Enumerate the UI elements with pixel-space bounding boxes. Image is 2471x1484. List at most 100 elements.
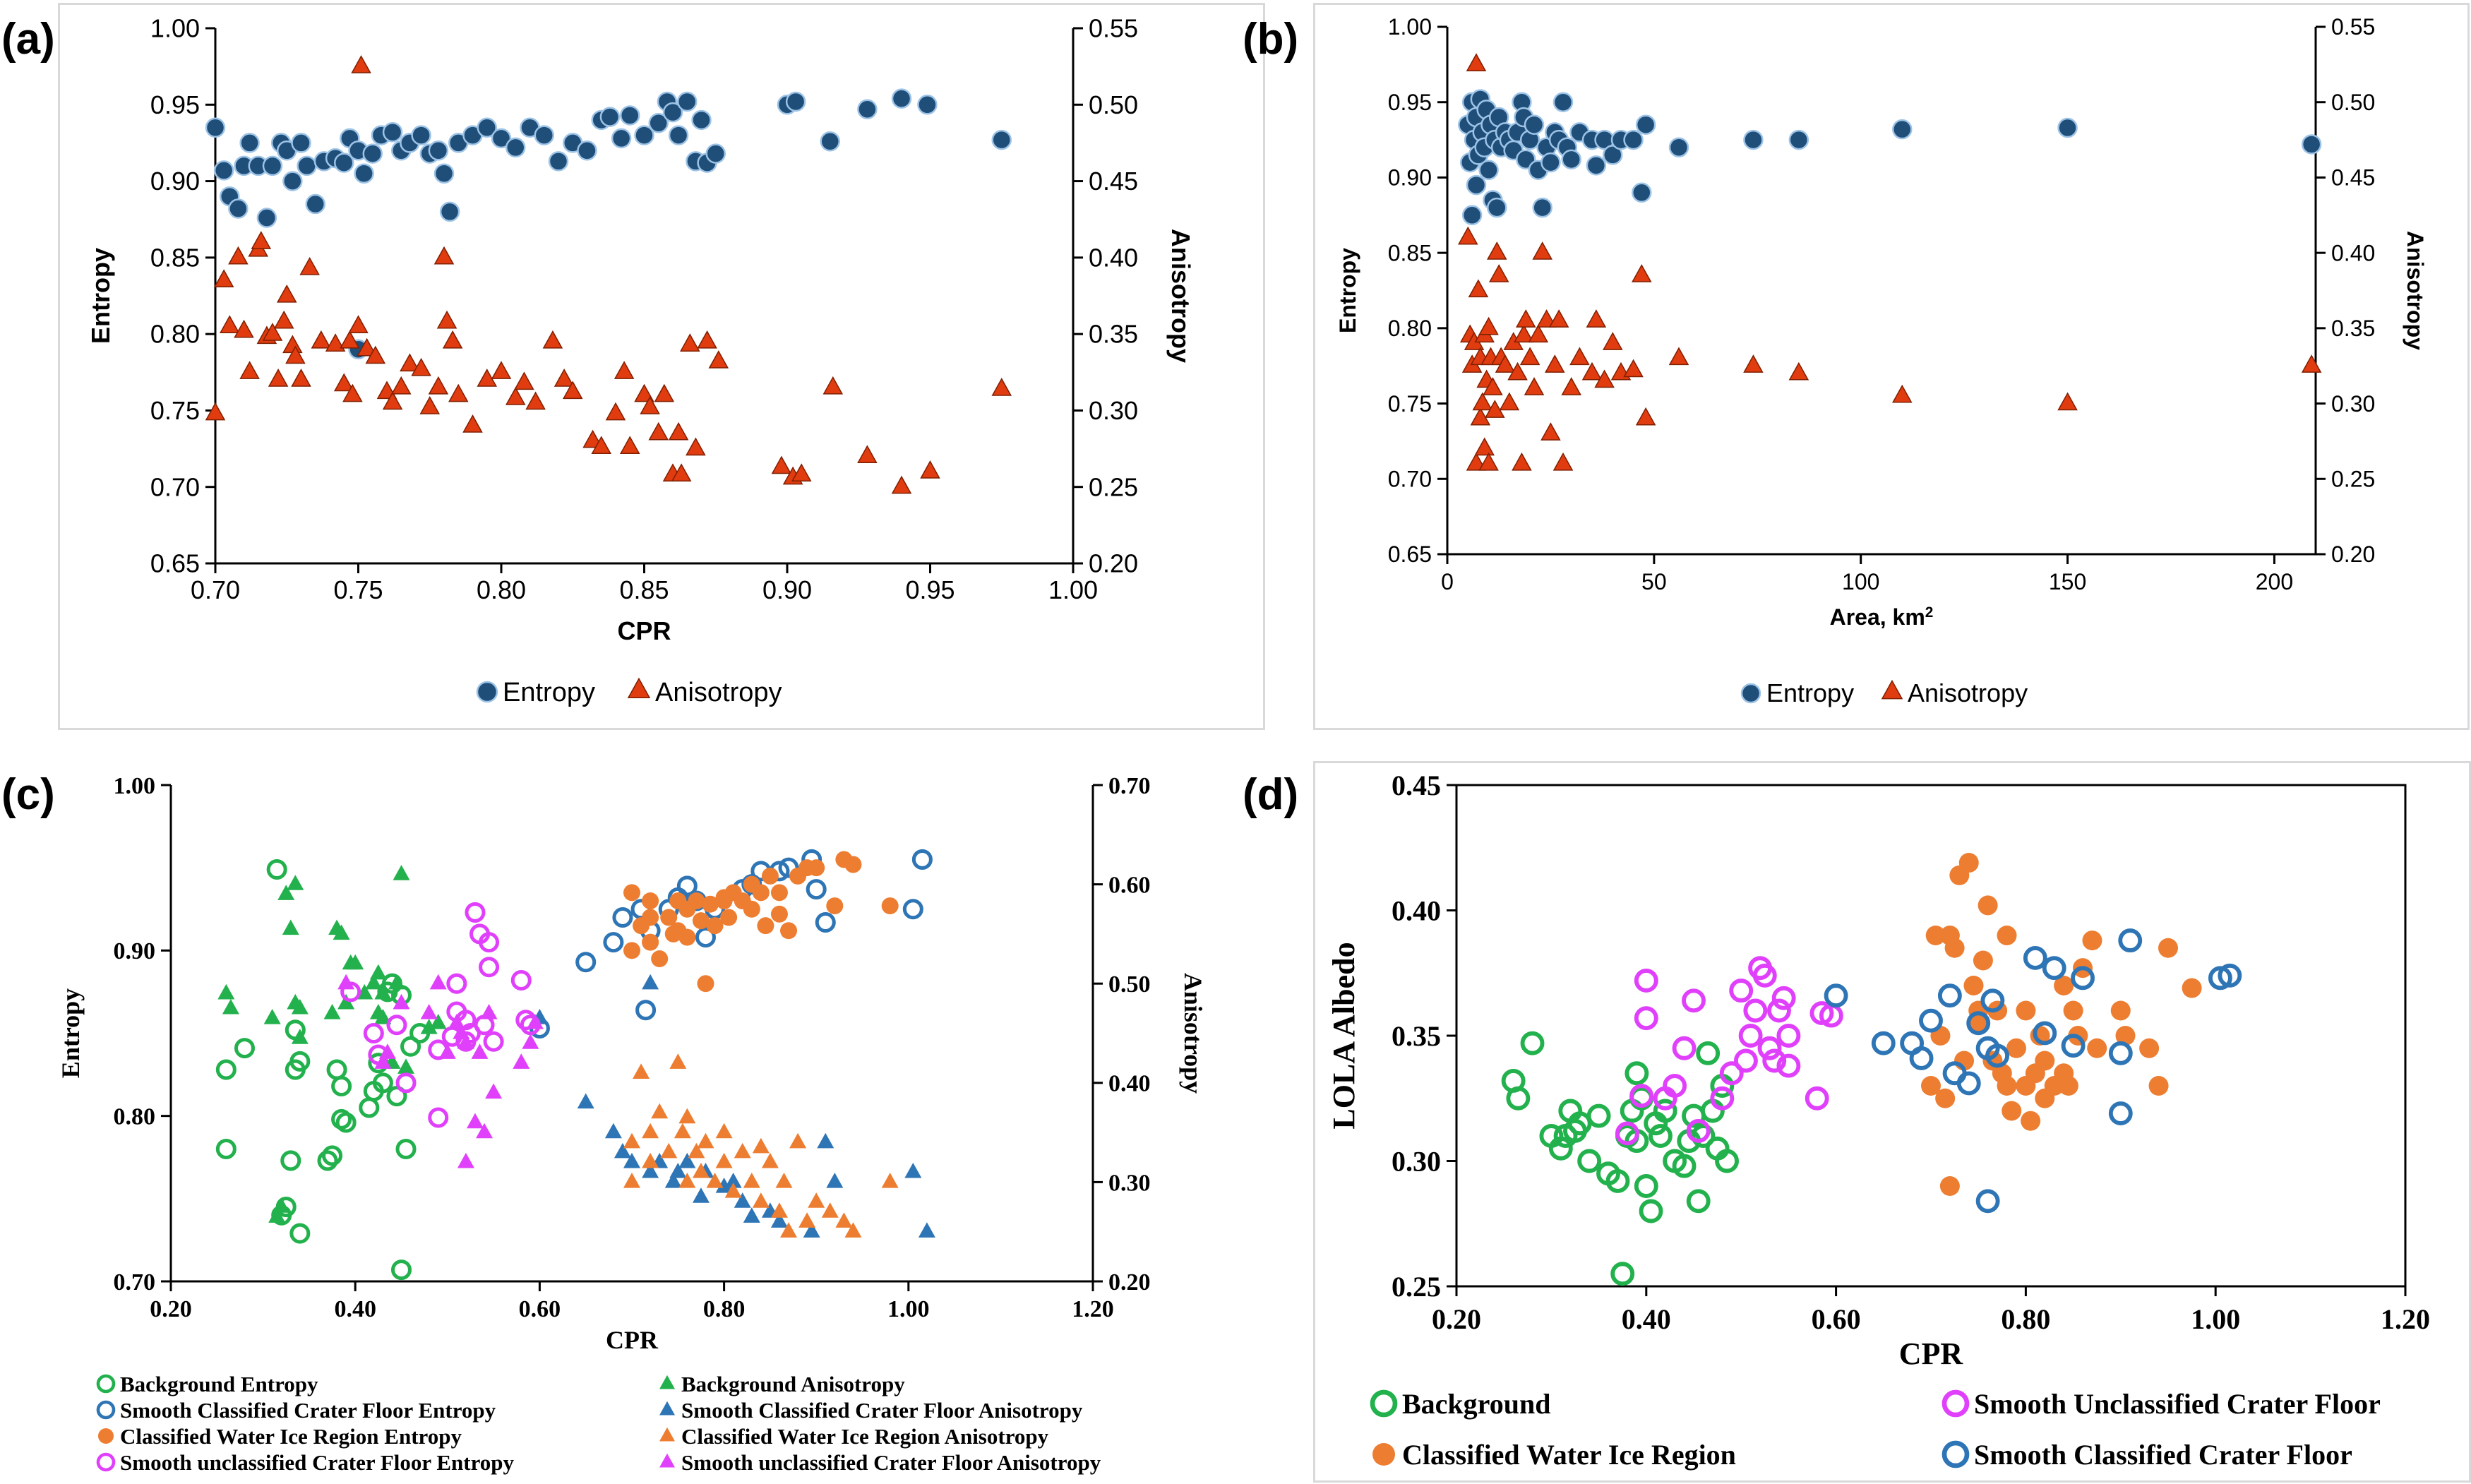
- data-point-c: [808, 1192, 825, 1208]
- data-point-c: [393, 993, 410, 1010]
- data-point-d: [1691, 1124, 1716, 1148]
- data-point-a: [785, 91, 806, 112]
- data-point-c: [393, 865, 410, 880]
- chart-d: 0.20 0.40 0.60 0.80 1.00 1.20 0.25 0.30 0.35 0.40…: [1327, 770, 2430, 1371]
- data-point-d: [1649, 1124, 1673, 1148]
- data-point-d: [2021, 1111, 2041, 1131]
- data-point-c: [429, 1014, 447, 1029]
- data-point-d: [1682, 988, 1706, 1013]
- data-point-c: [333, 924, 350, 940]
- data-point-b: [1635, 114, 1656, 135]
- legend-label-d-1: Smooth Unclassified Crater Floor: [1974, 1388, 2381, 1420]
- data-point-a: [299, 256, 320, 275]
- data-point-a: [428, 376, 449, 395]
- data-point-b: [2057, 392, 2078, 411]
- y-tick-label-d: 0.25: [1392, 1271, 1441, 1303]
- data-point-a: [205, 117, 226, 138]
- data-point-b: [1488, 264, 1509, 282]
- y-tick-label-b: 0.90: [1388, 165, 1432, 191]
- data-point-c: [287, 875, 304, 890]
- data-point-c: [642, 1123, 659, 1139]
- data-point-a: [334, 152, 354, 173]
- data-point-d: [1686, 1189, 1711, 1214]
- data-point-a: [239, 133, 260, 153]
- data-point-d: [1975, 1189, 2000, 1214]
- data-point-d: [1939, 1176, 1960, 1196]
- data-point-c: [372, 1072, 393, 1094]
- series-b-anisotropy: [1458, 53, 2322, 471]
- data-point-c: [844, 856, 862, 873]
- data-point-c: [821, 1202, 839, 1218]
- x-tick-label-d: 0.40: [1622, 1303, 1671, 1335]
- data-point-c: [374, 1053, 392, 1069]
- data-point-b: [1516, 309, 1536, 328]
- data-point-c: [651, 950, 669, 968]
- x-tick-label-b: 50: [1641, 569, 1667, 594]
- data-point-c: [485, 1083, 503, 1099]
- data-point-c: [268, 1207, 286, 1223]
- data-point-c: [623, 1173, 640, 1188]
- data-point-c: [331, 1075, 352, 1097]
- data-point-c: [720, 909, 738, 926]
- data-point-b: [1540, 152, 1561, 173]
- data-point-c: [337, 993, 355, 1010]
- data-point-a: [634, 125, 654, 145]
- legend-label-anisotropy: Anisotropy: [1908, 678, 2028, 707]
- y2-tick-label-c: 0.40: [1108, 1071, 1151, 1097]
- series-c-background-anisotropy: [217, 865, 447, 1223]
- data-point-a: [505, 387, 526, 405]
- data-point-d: [2063, 1000, 2083, 1021]
- legend-marker-d-1: [1942, 1389, 1970, 1418]
- x-tick-label-c: 0.60: [519, 1296, 561, 1322]
- data-point-c: [715, 1123, 733, 1139]
- legend-a: Entropy Anisotropy: [476, 677, 782, 707]
- data-point-d: [1985, 1043, 2010, 1068]
- data-point-c: [390, 1259, 412, 1281]
- data-point-a: [548, 151, 569, 172]
- y-tick-label-d: 0.30: [1392, 1146, 1441, 1178]
- data-point-a: [228, 246, 249, 265]
- data-point-a: [577, 140, 597, 161]
- data-point-b: [1561, 149, 1581, 170]
- panel-d-frame: [1313, 761, 2471, 1483]
- legend-label-c-2: Smooth Classified Crater Floor Entropy: [120, 1398, 496, 1423]
- data-point-a: [771, 455, 792, 474]
- data-point-c: [642, 933, 659, 951]
- data-point-a: [697, 330, 717, 349]
- data-point-c: [395, 1139, 417, 1160]
- data-point-d: [2208, 966, 2232, 991]
- data-point-d: [2108, 1101, 2133, 1125]
- x-tick-label-d: 1.20: [2381, 1303, 2430, 1335]
- data-point-c: [752, 884, 770, 902]
- y-tick-label-b: 0.80: [1388, 316, 1432, 341]
- y2-tick-label-c: 0.30: [1108, 1170, 1151, 1196]
- data-point-c: [803, 1222, 820, 1238]
- data-point-a: [239, 361, 260, 379]
- legend-label-entropy: Entropy: [503, 678, 595, 707]
- data-point-a: [648, 113, 669, 133]
- data-point-a: [357, 337, 377, 357]
- data-point-c: [706, 1173, 724, 1188]
- y2-tick-label-a: 0.45: [1089, 167, 1138, 196]
- data-point-a: [599, 107, 621, 127]
- data-point-d: [2054, 976, 2074, 995]
- data-point-d: [1634, 1006, 1658, 1031]
- x-tick-label-a: 0.90: [762, 575, 812, 604]
- x-axis-title-b: Area, km2: [1830, 604, 1934, 630]
- panel-a-label: (a): [1, 15, 55, 64]
- x-tick-label-d: 0.20: [1432, 1303, 1481, 1335]
- data-point-c: [642, 974, 659, 990]
- data-point-d: [1973, 950, 1993, 971]
- data-point-a: [291, 369, 311, 387]
- data-point-b: [1487, 241, 1507, 260]
- series-d-background: [1501, 1031, 1739, 1286]
- data-point-a: [276, 284, 297, 303]
- data-point-c: [911, 849, 933, 870]
- data-point-c: [881, 897, 899, 915]
- data-point-c: [715, 1152, 733, 1168]
- y-axis-title-a: Entropy: [86, 248, 115, 344]
- data-point-d: [2071, 966, 2095, 991]
- x-tick-label-b: 200: [2256, 569, 2293, 594]
- data-point-d: [1610, 1262, 1635, 1286]
- data-point-d: [2082, 931, 2102, 951]
